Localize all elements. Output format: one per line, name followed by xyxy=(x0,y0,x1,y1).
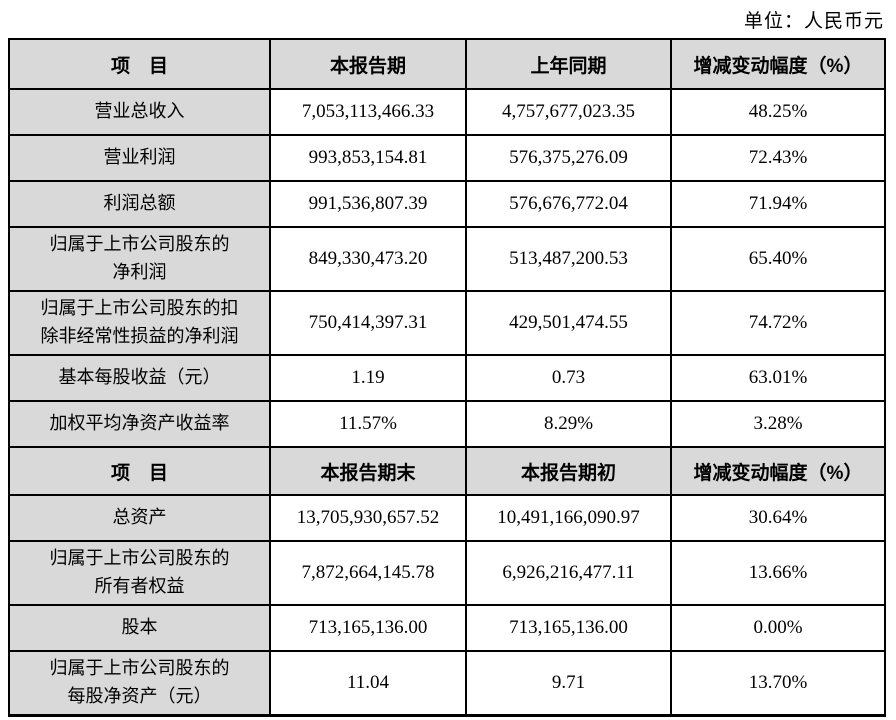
row-label: 营业总收入 xyxy=(8,88,271,136)
table-row-net-profit-attributable: 归属于上市公司股东的 净利润 849,330,473.20 513,487,20… xyxy=(8,226,886,292)
value-prior: 6,926,216,477.11 xyxy=(465,540,672,606)
unit-label: 单位：人民币元 xyxy=(743,11,884,32)
row-label: 基本每股收益（元） xyxy=(8,354,271,402)
value-current: 750,414,397.31 xyxy=(269,290,467,356)
value-change: 30.64% xyxy=(670,494,886,542)
value-prior: 9.71 xyxy=(465,650,672,716)
table-row-net-assets-per-share: 归属于上市公司股东的 每股净资产（元） 11.04 9.71 13.70% xyxy=(8,650,886,716)
value-change: 71.94% xyxy=(670,180,886,228)
row-label: 归属于上市公司股东的 净利润 xyxy=(8,226,271,292)
row-label: 归属于上市公司股东的 所有者权益 xyxy=(8,540,271,606)
value-change: 72.43% xyxy=(670,134,886,182)
table-row-net-profit-excl-nonrecurring: 归属于上市公司股东的扣 除非经常性损益的净利润 750,414,397.31 4… xyxy=(8,290,886,356)
value-current: 13,705,930,657.52 xyxy=(269,494,467,542)
table-row-basic-eps: 基本每股收益（元） 1.19 0.73 63.01% xyxy=(8,354,886,402)
table-row-share-capital: 股本 713,165,136.00 713,165,136.00 0.00% xyxy=(8,604,886,652)
value-current: 713,165,136.00 xyxy=(269,604,467,652)
value-current: 849,330,473.20 xyxy=(269,226,467,292)
value-change: 74.72% xyxy=(670,290,886,356)
header-cell-change: 增减变动幅度（%） xyxy=(670,38,886,90)
table-row-total-revenue: 营业总收入 7,053,113,466.33 4,757,677,023.35 … xyxy=(8,88,886,136)
value-prior: 429,501,474.55 xyxy=(465,290,672,356)
financial-summary-table: 项 目 本报告期 上年同期 增减变动幅度（%） 营业总收入 7,053,113,… xyxy=(8,38,886,717)
value-current: 11.04 xyxy=(269,650,467,716)
row-label: 加权平均净资产收益率 xyxy=(8,400,271,448)
value-prior: 713,165,136.00 xyxy=(465,604,672,652)
value-current: 7,872,664,145.78 xyxy=(269,540,467,606)
value-current: 993,853,154.81 xyxy=(269,134,467,182)
table-row-owners-equity-attributable: 归属于上市公司股东的 所有者权益 7,872,664,145.78 6,926,… xyxy=(8,540,886,606)
value-current: 11.57% xyxy=(269,400,467,448)
value-current: 991,536,807.39 xyxy=(269,180,467,228)
table-row-total-assets: 总资产 13,705,930,657.52 10,491,166,090.97 … xyxy=(8,494,886,542)
value-change: 48.25% xyxy=(670,88,886,136)
row-label: 归属于上市公司股东的 每股净资产（元） xyxy=(8,650,271,716)
header-cell-period-end: 本报告期末 xyxy=(269,446,467,496)
row-label: 营业利润 xyxy=(8,134,271,182)
value-current: 7,053,113,466.33 xyxy=(269,88,467,136)
value-change: 0.00% xyxy=(670,604,886,652)
row-label: 利润总额 xyxy=(8,180,271,228)
value-prior: 10,491,166,090.97 xyxy=(465,494,672,542)
value-prior: 576,375,276.09 xyxy=(465,134,672,182)
section1-header-row: 项 目 本报告期 上年同期 增减变动幅度（%） xyxy=(8,38,886,90)
value-prior: 4,757,677,023.35 xyxy=(465,88,672,136)
row-label: 总资产 xyxy=(8,494,271,542)
value-prior: 576,676,772.04 xyxy=(465,180,672,228)
row-label: 股本 xyxy=(8,604,271,652)
table-row-operating-profit: 营业利润 993,853,154.81 576,375,276.09 72.43… xyxy=(8,134,886,182)
value-change: 3.28% xyxy=(670,400,886,448)
value-prior: 0.73 xyxy=(465,354,672,402)
value-prior: 513,487,200.53 xyxy=(465,226,672,292)
value-change: 13.66% xyxy=(670,540,886,606)
section2-header-row: 项 目 本报告期末 本报告期初 增减变动幅度（%） xyxy=(8,446,886,496)
table-row-weighted-avg-roe: 加权平均净资产收益率 11.57% 8.29% 3.28% xyxy=(8,400,886,448)
table-row-total-profit: 利润总额 991,536,807.39 576,676,772.04 71.94… xyxy=(8,180,886,228)
header-cell-change: 增减变动幅度（%） xyxy=(670,446,886,496)
value-prior: 8.29% xyxy=(465,400,672,448)
value-change: 13.70% xyxy=(670,650,886,716)
value-current: 1.19 xyxy=(269,354,467,402)
value-change: 63.01% xyxy=(670,354,886,402)
header-cell-item: 项 目 xyxy=(8,38,271,90)
header-cell-prior-period: 上年同期 xyxy=(465,38,672,90)
header-cell-period-start: 本报告期初 xyxy=(465,446,672,496)
header-cell-current-period: 本报告期 xyxy=(269,38,467,90)
header-cell-item: 项 目 xyxy=(8,446,271,496)
row-label: 归属于上市公司股东的扣 除非经常性损益的净利润 xyxy=(8,290,271,356)
value-change: 65.40% xyxy=(670,226,886,292)
